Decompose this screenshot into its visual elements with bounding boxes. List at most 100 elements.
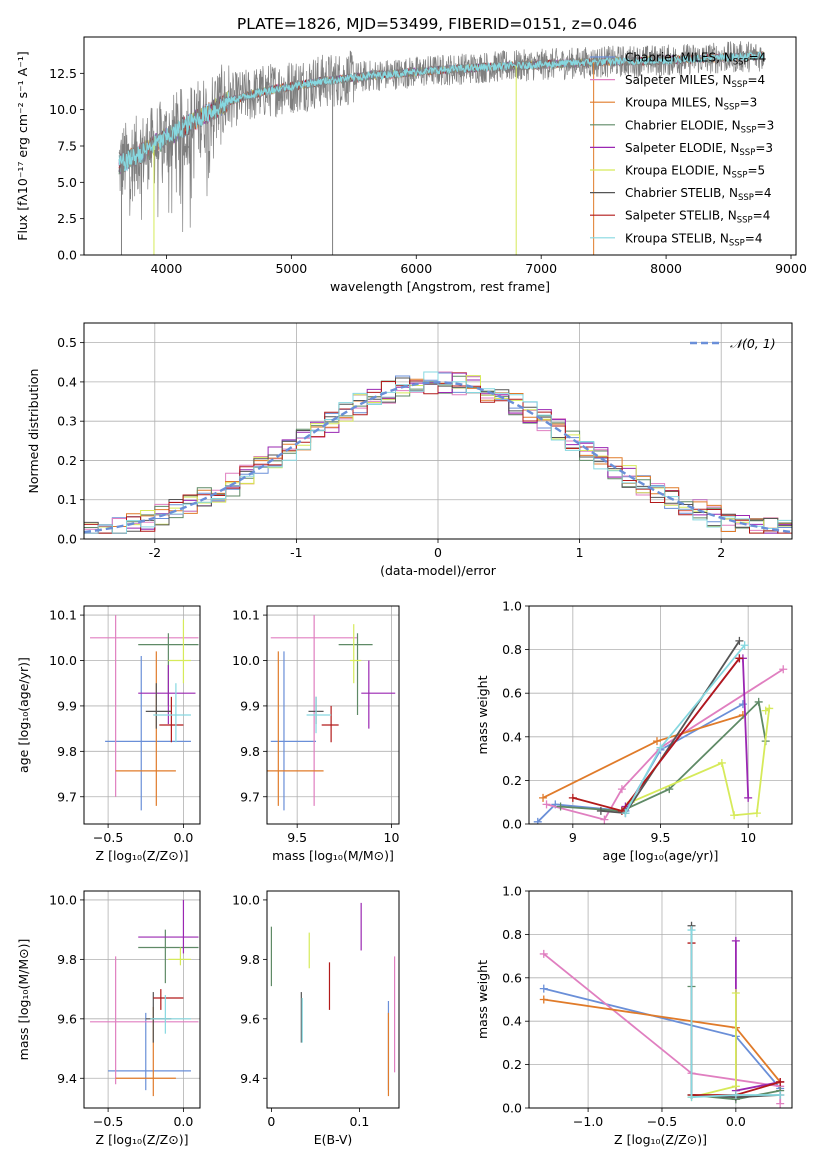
legend-label: Chabrier ELODIE, NSSP=3 [625, 118, 774, 135]
mass-weight-line [735, 940, 781, 1092]
legend-count: =4 [745, 231, 763, 245]
plus-marker [542, 800, 551, 809]
plot-area [529, 891, 792, 1108]
x-tick-label: 0.0 [173, 830, 193, 845]
error-bar-point [159, 696, 184, 743]
plus-marker [533, 817, 542, 824]
normal-reference-curve [84, 381, 792, 534]
legend-label: Kroupa STELIB, NSSP=4 [625, 231, 763, 248]
legend-subscript: SSP [737, 216, 753, 226]
y-tick-label: 10.0 [232, 892, 260, 907]
y-tick-label: 9.7 [240, 789, 260, 804]
x-tick-label: 0.0 [173, 1114, 193, 1129]
x-axis-label: Z [log₁₀(Z/Z⊙)] [614, 1132, 707, 1147]
chart-age_vs_Z: −0.5 0.0 9.7 9.8 9.9 10.0 10.1 Z [log₁₀(Z/Z⊙)] a… [16, 605, 201, 863]
error-bar-point [138, 929, 199, 984]
y-tick-label: 0.2 [502, 1057, 522, 1072]
error-bar-point [105, 655, 191, 811]
plus-marker [621, 809, 630, 818]
plus-marker [752, 809, 761, 818]
legend-subscript: SSP [739, 148, 755, 158]
error-bar-point [270, 651, 317, 811]
legend-count: =4 [747, 73, 765, 87]
legend-count: =4 [749, 51, 767, 65]
error-bar-point [267, 651, 324, 806]
legend-subscript: SSP [733, 58, 749, 68]
error-bar-point [361, 660, 396, 729]
x-axis-label: mass [log₁₀(M/M⊙)] [272, 848, 394, 863]
legend-count: =3 [755, 141, 773, 155]
y-tick-label: 0.2 [502, 773, 522, 788]
error-bar-point [145, 683, 172, 729]
x-tick-label: 0.1 [349, 1114, 369, 1129]
y-tick-label: 9.8 [57, 744, 77, 759]
legend-label: Kroupa ELODIE, NSSP=5 [625, 164, 765, 181]
error-bar-point [138, 899, 199, 954]
plus-marker [539, 949, 548, 958]
plus-marker [539, 995, 548, 1004]
axes-frame [83, 322, 793, 540]
y-tick-label: 10.0 [49, 892, 77, 907]
axes-frame [83, 36, 797, 256]
y-axis-label: mass [log₁₀(M/M⊙)] [16, 939, 31, 1061]
error-bar-point [153, 683, 191, 743]
error-bar-point [321, 705, 339, 743]
x-tick-label: −1.0 [573, 1114, 603, 1129]
legend-count: =4 [754, 186, 772, 200]
x-tick-label: −0.5 [647, 1114, 677, 1129]
x-axis-label: Z [log₁₀(Z/Z⊙)] [96, 1132, 189, 1147]
plus-marker [652, 737, 661, 746]
legend-name: Kroupa ELODIE, N [625, 164, 732, 178]
x-tick-label: 0.0 [726, 1114, 746, 1129]
plus-marker [617, 785, 626, 794]
x-tick-label: 0 [267, 1114, 275, 1129]
chart-mass_weight_vs_age: 9 9.5 10 0.0 0.2 0.4 0.6 0.8 1.0 age [log₁₀(age/y… [475, 599, 793, 863]
legend-name: Salpeter MILES, N [625, 73, 732, 87]
plus-marker [731, 988, 740, 997]
mass-weight-line [537, 703, 744, 823]
chart-age_vs_mass: 9.5 10 9.7 9.8 9.9 10.0 10.1 mass [log₁₀(M/M⊙)] [232, 605, 400, 863]
x-tick-label: 6000 [400, 261, 432, 276]
error-bar-point [168, 947, 191, 966]
x-tick-label: 1 [576, 545, 584, 560]
y-axis-label: Normed distribution [26, 369, 41, 494]
y-tick-label: 0.0 [502, 817, 522, 832]
x-tick-label: 10 [740, 830, 756, 845]
x-tick-label: 0 [434, 545, 442, 560]
plus-marker [761, 706, 770, 715]
plus-marker [744, 793, 753, 802]
x-tick-label: 5000 [275, 261, 307, 276]
error-bar-point [150, 995, 191, 1034]
y-tick-label: 0.6 [502, 970, 522, 985]
error-bar-point [138, 665, 196, 725]
axes-frame [266, 890, 400, 1109]
mass-weight-line [690, 930, 781, 1099]
y-axis-label: mass weight [475, 675, 490, 754]
y-tick-label: 0.1 [57, 492, 77, 507]
legend-label: Salpeter ELODIE, NSSP=3 [625, 141, 773, 158]
plus-marker [687, 1093, 696, 1102]
plot-area [84, 891, 200, 1108]
plus-marker [776, 1077, 785, 1086]
plus-marker [731, 1082, 740, 1091]
legend-count: =4 [753, 209, 771, 223]
y-tick-label: 9.8 [57, 952, 77, 967]
observed-spectrum-line [118, 41, 764, 233]
plot-area [84, 606, 200, 824]
y-tick-label: 10.1 [49, 608, 77, 623]
plus-marker [687, 926, 696, 935]
y-tick-label: 1.0 [502, 599, 522, 614]
x-axis-label: wavelength [Angstrom, rest frame] [330, 279, 550, 294]
plus-marker [600, 815, 609, 824]
plus-marker [776, 1090, 785, 1099]
error-bar-point [168, 619, 191, 684]
x-tick-label: 4000 [151, 261, 183, 276]
error-bar-point [338, 633, 373, 715]
plus-marker [556, 802, 565, 811]
error-bar-point [90, 956, 199, 1085]
y-tick-label: 0.3 [57, 414, 77, 429]
chart-mass_vs_EBV: 0 0.1 9.4 9.6 9.8 10.0 E(B-V) [232, 890, 400, 1147]
plus-marker [740, 641, 749, 650]
plot-area [270, 902, 396, 1097]
error-bar-point [270, 615, 358, 806]
